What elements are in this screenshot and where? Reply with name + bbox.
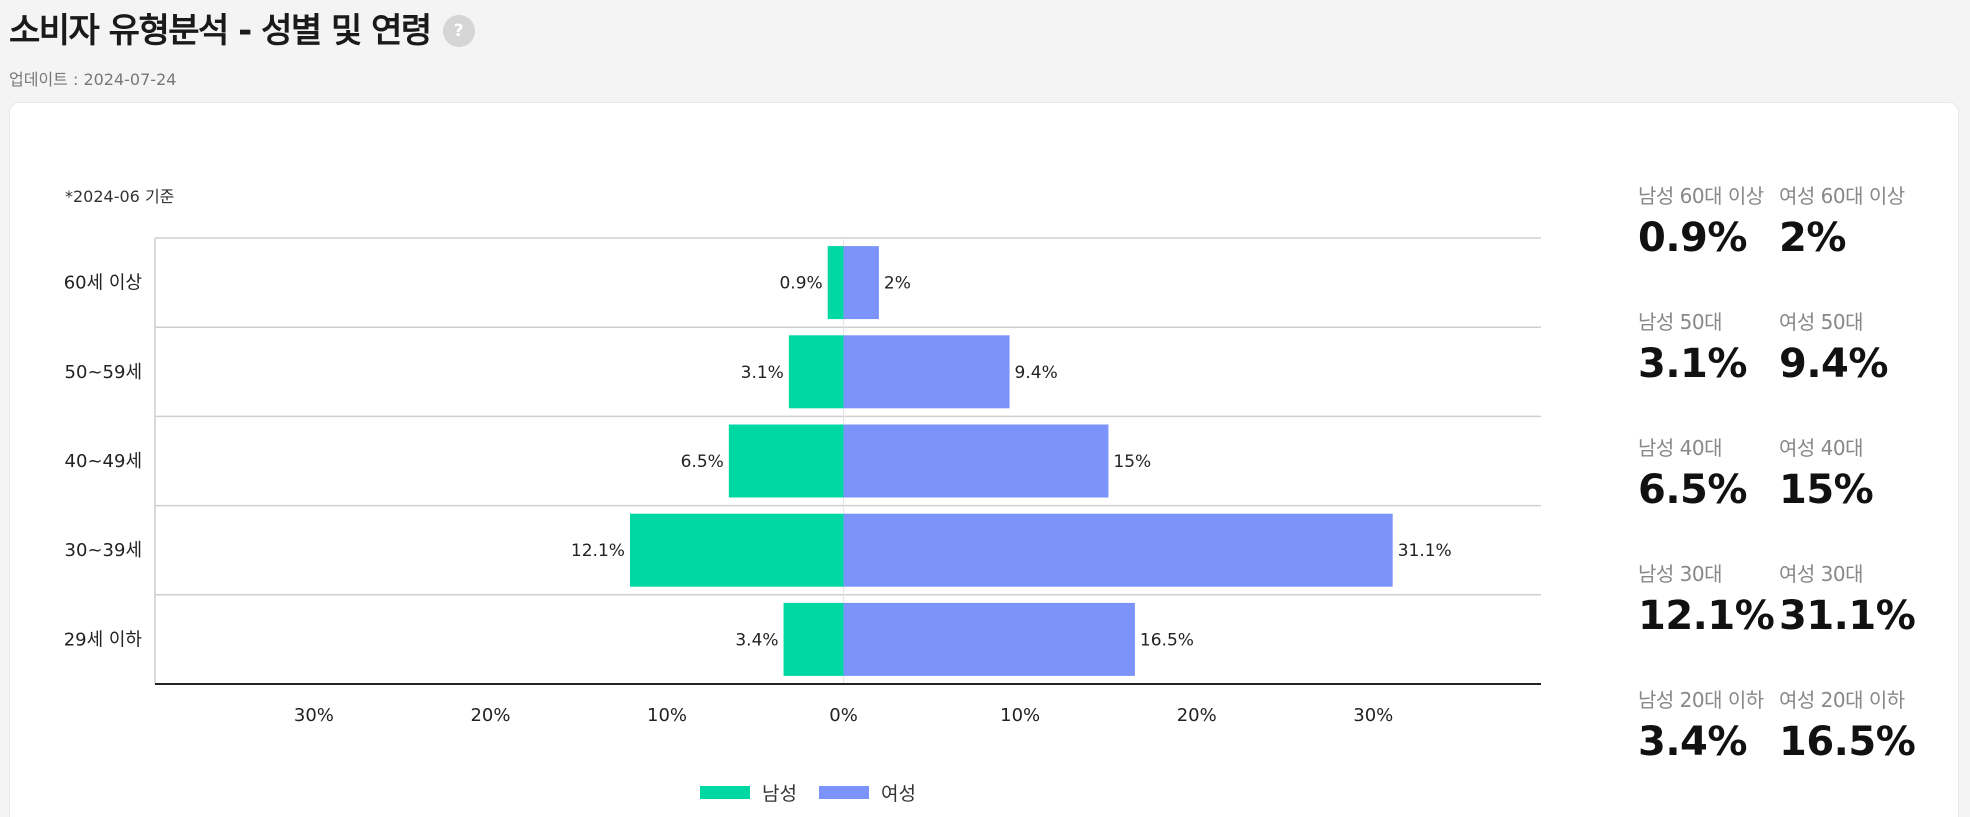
stat-value: 0.9% xyxy=(1638,215,1747,261)
x-tick-label: 30% xyxy=(1353,705,1393,726)
chart-legend: 남성 여성 xyxy=(700,779,938,806)
legend-label-female: 여성 xyxy=(880,783,916,805)
stat-male: 남성 60대 이상 0.9% xyxy=(1638,180,1779,306)
title-row: 소비자 유형분석 - 성별 및 연령 ? xyxy=(9,8,475,54)
x-tick-label: 20% xyxy=(1177,705,1217,726)
x-tick-label: 10% xyxy=(1000,705,1040,726)
data-label-male: 0.9% xyxy=(779,274,822,294)
bar-female xyxy=(843,335,1010,409)
stat-male: 남성 30대 12.1% xyxy=(1638,558,1779,684)
category-label: 50~59세 xyxy=(65,362,142,383)
stat-label: 여성 60대 이상 xyxy=(1779,184,1905,208)
data-label-female: 2% xyxy=(884,274,911,294)
legend-item-female[interactable]: 여성 xyxy=(818,779,916,806)
stat-value: 6.5% xyxy=(1638,467,1747,513)
stat-value: 15% xyxy=(1779,467,1874,513)
category-label: 60세 이상 xyxy=(64,273,142,294)
stat-row: 남성 30대 12.1% 여성 30대 31.1% xyxy=(1638,558,1948,684)
stat-female: 여성 20대 이하 16.5% xyxy=(1779,684,1920,810)
stat-value: 2% xyxy=(1779,215,1846,261)
stat-row: 남성 60대 이상 0.9% 여성 60대 이상 2% xyxy=(1638,180,1948,306)
data-label-male: 3.4% xyxy=(735,630,778,650)
stat-row: 남성 40대 6.5% 여성 40대 15% xyxy=(1638,432,1948,558)
stat-value: 12.1% xyxy=(1638,593,1775,639)
stat-label: 여성 50대 xyxy=(1779,310,1864,334)
stat-value: 31.1% xyxy=(1779,593,1916,639)
stat-value: 3.4% xyxy=(1638,719,1747,765)
legend-item-male[interactable]: 남성 xyxy=(700,779,797,806)
legend-swatch-male xyxy=(700,786,750,799)
stat-label: 남성 40대 xyxy=(1638,436,1723,460)
data-label-male: 6.5% xyxy=(681,452,724,472)
stat-label: 여성 20대 이하 xyxy=(1779,688,1905,712)
stat-value: 3.1% xyxy=(1638,341,1747,387)
category-label: 29세 이하 xyxy=(64,629,143,650)
stat-male: 남성 40대 6.5% xyxy=(1638,432,1779,558)
x-tick-label: 10% xyxy=(647,705,687,726)
stat-label: 남성 30대 xyxy=(1638,562,1723,586)
stat-female: 여성 50대 9.4% xyxy=(1779,306,1920,432)
stat-male: 남성 50대 3.1% xyxy=(1638,306,1779,432)
header: 소비자 유형분석 - 성별 및 연령 ? 업데이트 : 2024-07-24 xyxy=(9,8,475,90)
update-date: 업데이트 : 2024-07-24 xyxy=(9,70,177,89)
stat-label: 남성 20대 이하 xyxy=(1638,688,1764,712)
stats-panel: 남성 60대 이상 0.9% 여성 60대 이상 2% 남성 50대 3.1% … xyxy=(1638,180,1948,810)
data-label-male: 12.1% xyxy=(571,541,625,561)
stat-label: 여성 30대 xyxy=(1779,562,1864,586)
x-tick-label: 0% xyxy=(829,705,858,726)
x-tick-label: 20% xyxy=(470,705,510,726)
bar-male xyxy=(827,246,844,320)
stat-male: 남성 20대 이하 3.4% xyxy=(1638,684,1779,810)
data-label-female: 9.4% xyxy=(1015,363,1058,383)
stat-female: 여성 60대 이상 2% xyxy=(1779,180,1920,306)
bar-male xyxy=(728,424,844,498)
data-label-female: 31.1% xyxy=(1398,541,1452,561)
bar-male xyxy=(629,513,844,587)
page-title: 소비자 유형분석 - 성별 및 연령 xyxy=(9,11,432,51)
stat-row: 남성 50대 3.1% 여성 50대 9.4% xyxy=(1638,306,1948,432)
stat-value: 9.4% xyxy=(1779,341,1888,387)
stat-row: 남성 20대 이하 3.4% 여성 20대 이하 16.5% xyxy=(1638,684,1948,810)
category-label: 40~49세 xyxy=(65,451,142,472)
stat-female: 여성 40대 15% xyxy=(1779,432,1920,558)
basis-date-note: *2024-06 기준 xyxy=(65,187,175,206)
stat-label: 남성 50대 xyxy=(1638,310,1723,334)
bar-female xyxy=(843,246,879,320)
data-label-male: 3.1% xyxy=(741,363,784,383)
bar-male xyxy=(783,602,844,676)
help-icon[interactable]: ? xyxy=(442,15,475,47)
legend-swatch-female xyxy=(818,786,869,799)
bar-male xyxy=(788,335,844,409)
category-label: 30~39세 xyxy=(65,540,142,561)
data-label-female: 16.5% xyxy=(1140,630,1194,650)
stat-label: 여성 40대 xyxy=(1779,436,1864,460)
bar-female xyxy=(843,424,1109,498)
stat-value: 16.5% xyxy=(1779,719,1916,765)
x-tick-label: 30% xyxy=(294,705,334,726)
bar-female xyxy=(843,513,1393,587)
stat-female: 여성 30대 31.1% xyxy=(1779,558,1920,684)
stat-label: 남성 60대 이상 xyxy=(1638,184,1764,208)
legend-label-male: 남성 xyxy=(762,783,797,805)
bar-female xyxy=(843,602,1135,676)
data-label-female: 15% xyxy=(1113,452,1151,472)
